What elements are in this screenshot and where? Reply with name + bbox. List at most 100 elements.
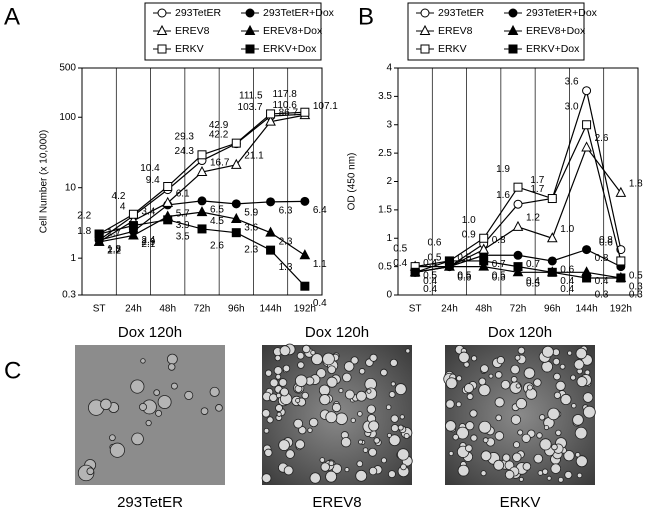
data-label: 3.4 <box>141 206 155 217</box>
legend-label: EREV8 <box>175 25 210 37</box>
cell <box>295 374 308 387</box>
legend-marker <box>156 24 168 35</box>
data-label: 1.8 <box>77 226 91 237</box>
cell <box>465 444 473 453</box>
data-point <box>299 249 311 260</box>
cell <box>344 467 350 473</box>
data-label: 1.8 <box>629 178 643 189</box>
cell <box>278 439 290 451</box>
data-point <box>444 260 455 271</box>
data-label: 0.8 <box>492 235 506 246</box>
image-caption: 293TetER <box>117 494 183 511</box>
legend-label: EREV8+Dox <box>263 25 323 37</box>
cell <box>388 470 396 479</box>
data-point <box>582 86 592 96</box>
image-caption: EREV8 <box>312 494 361 511</box>
x-tick-label: 72h <box>194 304 211 315</box>
cell <box>328 460 335 467</box>
cell <box>494 431 505 441</box>
data-point <box>300 281 310 291</box>
cell <box>285 449 295 459</box>
panel-label: C <box>4 357 21 384</box>
cell <box>297 361 305 369</box>
data-label: 0.7 <box>492 259 506 270</box>
data-label: 1.6 <box>496 190 510 201</box>
data-label: 6.3 <box>279 205 293 216</box>
plot-frame <box>81 67 323 296</box>
cell <box>109 442 125 458</box>
cell <box>567 350 573 356</box>
cell <box>482 437 489 444</box>
data-label: 0.4 <box>560 284 574 295</box>
cell <box>167 363 176 371</box>
data-label: 10.4 <box>140 163 160 174</box>
y-tick-label: 100 <box>59 112 76 123</box>
cell <box>308 417 319 428</box>
legend-label: ERKV <box>438 43 467 55</box>
y-tick-label: 1 <box>386 233 392 244</box>
data-label: 1.9 <box>496 164 510 175</box>
data-label: 3.0 <box>565 101 579 112</box>
cell <box>560 393 572 406</box>
series-line <box>415 122 622 268</box>
cell <box>555 380 566 391</box>
data-label: 6.4 <box>313 205 327 216</box>
data-point <box>512 266 524 277</box>
legend-label: EREV8 <box>438 25 473 37</box>
cell <box>366 388 372 394</box>
data-label: 0.4 <box>423 258 437 269</box>
cell <box>366 404 376 414</box>
cell <box>275 392 282 399</box>
data-label: 0.5 <box>423 270 437 281</box>
data-point <box>300 107 310 117</box>
x-tick-label: 72h <box>510 304 527 315</box>
cell <box>455 401 462 408</box>
data-point <box>616 273 626 283</box>
data-point <box>300 196 310 206</box>
image-title: Dox 120h <box>118 324 182 341</box>
image-caption: ERKV <box>500 494 541 511</box>
x-tick-label: 96h <box>544 304 561 315</box>
cell <box>517 429 524 436</box>
cell <box>390 414 399 423</box>
data-point <box>231 228 241 238</box>
cell <box>575 347 588 360</box>
data-label: 0.4 <box>526 276 540 287</box>
data-point <box>266 245 276 255</box>
data-label: 0.5 <box>457 252 471 263</box>
x-tick-label: 24h <box>441 304 458 315</box>
cell <box>576 472 583 479</box>
data-point <box>582 120 592 130</box>
data-point <box>546 232 558 243</box>
data-point <box>266 197 276 207</box>
data-point <box>230 158 242 169</box>
cell <box>493 459 505 471</box>
y-tick-label: 1 <box>70 253 76 264</box>
cell <box>469 409 478 418</box>
cell <box>390 424 399 433</box>
cell <box>327 365 337 374</box>
cell <box>386 432 392 438</box>
cell <box>583 405 596 419</box>
legend-marker <box>244 24 256 35</box>
cell <box>350 417 356 423</box>
data-label: 6.5 <box>210 205 224 216</box>
cell <box>494 371 503 379</box>
cell <box>166 353 178 365</box>
image-title: Dox 120h <box>488 324 552 341</box>
data-point <box>196 165 208 177</box>
data-point <box>512 220 524 231</box>
cell <box>278 378 288 387</box>
cell <box>350 356 359 365</box>
data-label: 16.7 <box>210 158 230 169</box>
data-point <box>478 260 490 271</box>
data-label: 0.3 <box>629 290 643 301</box>
legend-label: ERKV+Dox <box>263 43 317 55</box>
x-tick-label: 144h <box>575 304 597 315</box>
cell <box>209 386 220 397</box>
cell <box>552 357 561 366</box>
panel-label: B <box>358 3 374 30</box>
cell <box>533 453 544 464</box>
cell <box>488 373 494 379</box>
